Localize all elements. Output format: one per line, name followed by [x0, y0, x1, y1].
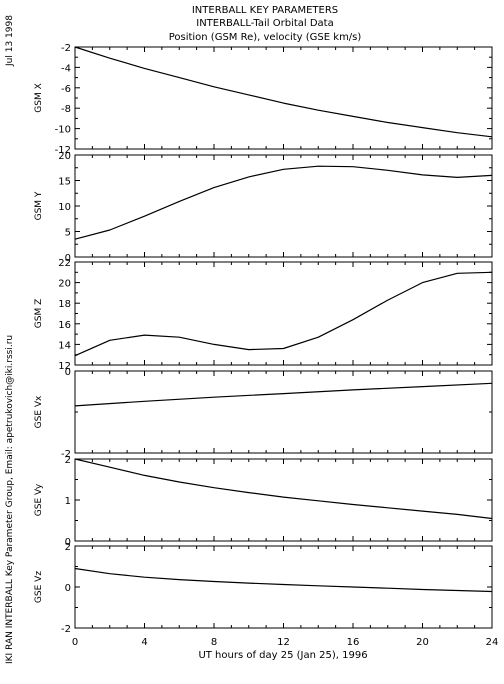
panel-2-ylabel: GSM Y: [34, 191, 44, 220]
panel-1-ytick-label: -12: [55, 145, 71, 156]
x-tick-label: 12: [277, 637, 290, 648]
panel-5-ytick-label: 0: [65, 537, 71, 548]
panel-5-series-line: [74, 458, 493, 520]
x-tick-label: 24: [486, 637, 499, 648]
panel-2-frame: [74, 154, 493, 258]
panel-3-ytick-label: 16: [58, 320, 71, 331]
panel-4-frame: [74, 370, 493, 454]
panel-3-ytick-label: 14: [58, 340, 71, 351]
panel-1-ytick-label: -10: [55, 125, 71, 136]
panel-1-ytick-label: -2: [61, 43, 71, 54]
side-credit-label: IKI RAN INTERBALL Key Parameter Group, E…: [5, 335, 15, 664]
panel-5-ytick-label: 1: [65, 496, 71, 507]
panel-3-ylabel: GSM Z: [34, 299, 44, 328]
panel-1-frame: [74, 46, 493, 150]
panel-2-ytick-label: 10: [58, 202, 71, 213]
x-axis-label: UT hours of day 25 (Jan 25), 1996: [198, 650, 367, 661]
panel-1-ylabel: GSM X: [34, 83, 44, 112]
panel-3-series-line: [74, 271, 493, 357]
panel-2-ytick-label: 20: [58, 151, 71, 162]
panel-6-frame: [74, 545, 493, 629]
panel-4-ylabel: GSE Vx: [34, 395, 44, 428]
panel-5-frame: [74, 458, 493, 542]
x-tick-label: 4: [141, 637, 147, 648]
panel-4-ytick-label: -2: [61, 449, 71, 460]
side-date-label: Jul 13 1998: [5, 15, 15, 67]
panel-6-series-line: [74, 567, 493, 593]
panel-5-ytick-label: 2: [65, 455, 71, 466]
panel-6-ytick-label: 2: [65, 542, 71, 553]
panel-3-ytick-label: 20: [58, 279, 71, 290]
header-line-3: Position (GSM Re), velocity (GSE km/s): [169, 32, 362, 43]
panel-3-ytick-label: 12: [58, 361, 71, 372]
x-tick-label: 0: [72, 637, 78, 648]
x-tick-label: 16: [347, 637, 360, 648]
panel-4-series-line: [74, 382, 493, 407]
panel-3-ytick-label: 18: [58, 299, 71, 310]
panel-1-series-line: [74, 46, 493, 138]
panel-2-ytick-label: 5: [65, 228, 71, 239]
panel-3-ytick-label: 22: [58, 258, 71, 269]
panel-2-ytick-label: 0: [65, 253, 71, 264]
x-tick-label: 8: [211, 637, 217, 648]
panel-3-frame: [74, 261, 493, 366]
panel-1-ytick-label: -8: [61, 104, 71, 115]
panel-5-ylabel: GSE Vy: [34, 483, 44, 516]
panel-1-ytick-label: -6: [61, 84, 71, 95]
x-tick-label: 20: [416, 637, 429, 648]
panel-2-ytick-label: 15: [58, 177, 71, 188]
panel-6-ytick-label: -2: [61, 624, 71, 635]
panel-2-series-line: [74, 165, 493, 240]
panel-6-ylabel: GSE Vz: [34, 571, 44, 603]
panel-4-ytick-label: 0: [65, 367, 71, 378]
header-line-1: INTERBALL KEY PARAMETERS: [192, 5, 338, 16]
panel-6-ytick-label: 0: [65, 583, 71, 594]
panel-1-ytick-label: -4: [61, 63, 71, 74]
header-line-2: INTERBALL-Tail Orbital Data: [196, 18, 333, 29]
